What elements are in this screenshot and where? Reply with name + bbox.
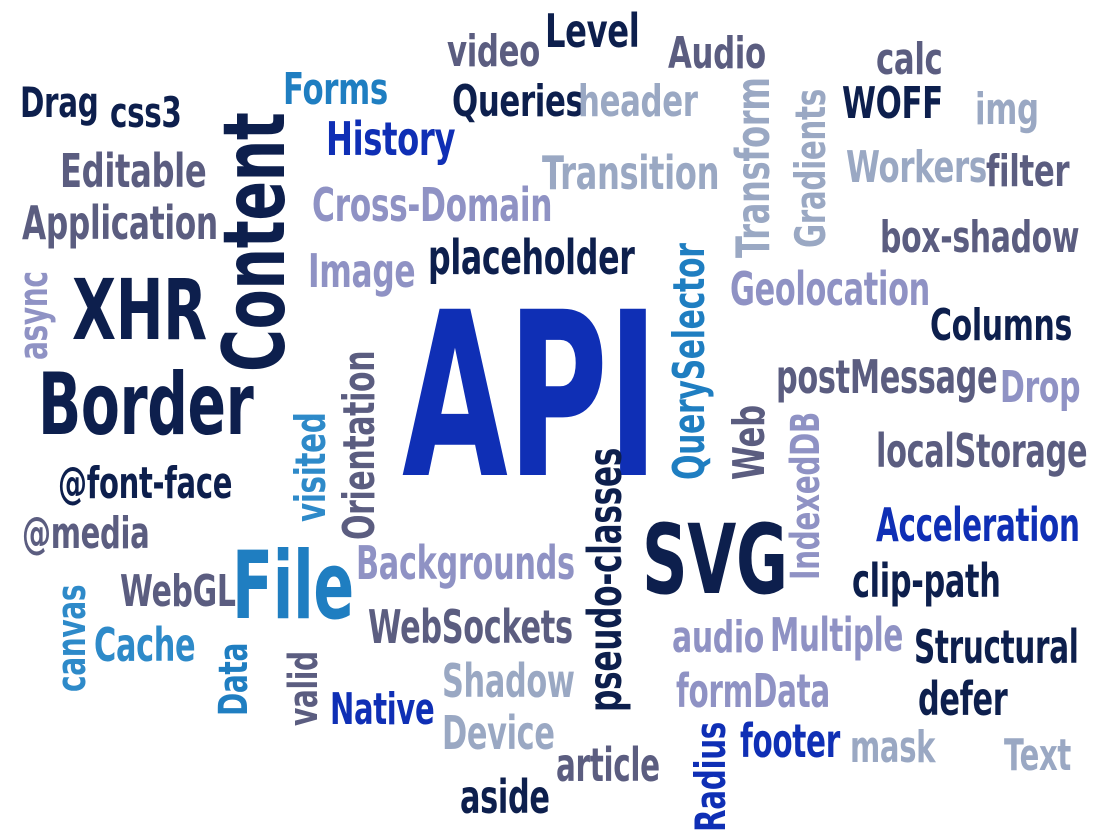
word-valid: valid <box>281 651 327 726</box>
word-transition: Transition <box>542 146 720 200</box>
word-filter: filter <box>986 146 1070 197</box>
word-audio-cap: Audio <box>668 28 766 79</box>
word-formdata: formData <box>676 664 830 718</box>
word-clip-path: clip-path <box>852 554 1001 608</box>
word-editable: Editable <box>60 144 207 198</box>
word-device: Device <box>442 706 555 760</box>
word-footer: footer <box>740 714 840 768</box>
word-gradients: Gradients <box>786 89 835 248</box>
word-acceleration: Acceleration <box>876 498 1080 552</box>
word-localstorage: localStorage <box>876 424 1088 478</box>
word-cross-domain: Cross-Domain <box>312 178 553 232</box>
word-columns: Columns <box>930 300 1072 351</box>
word-cache: Cache <box>94 618 196 672</box>
word-native: Native <box>330 684 435 735</box>
word-multiple: Multiple <box>770 608 904 662</box>
word-font-face: @font-face <box>58 458 233 509</box>
word-visited: visited <box>286 412 335 522</box>
word-transform: Transform <box>726 77 780 259</box>
word-css3: css3 <box>110 88 182 137</box>
word-orientation: Orientation <box>334 350 385 540</box>
word-xhr: XHR <box>72 261 207 359</box>
word-defer: defer <box>918 672 1008 726</box>
word-header: header <box>578 76 698 127</box>
word-api: API <box>402 263 659 529</box>
word-shadow: Shadow <box>442 654 575 708</box>
word-canvas: canvas <box>49 584 95 692</box>
word-forms: Forms <box>283 64 388 115</box>
word-async: async <box>11 271 57 360</box>
word-video: video <box>447 26 540 77</box>
word-data: Data <box>211 642 257 716</box>
word-queryselector: QuerySelector <box>664 243 715 480</box>
word-woff: WOFF <box>842 78 943 129</box>
word-svg: SVG <box>642 504 788 616</box>
word-box-shadow: box-shadow <box>880 212 1080 263</box>
word-image: Image <box>308 244 416 298</box>
word-drop: Drop <box>1000 362 1081 413</box>
word-application: Application <box>22 196 218 250</box>
word-mask: mask <box>850 722 936 773</box>
word-media: @media <box>22 508 150 559</box>
word-article: article <box>556 738 660 792</box>
word-calc: calc <box>876 34 943 85</box>
word-history: History <box>326 112 456 166</box>
word-workers: Workers <box>846 142 987 193</box>
word-aside: aside <box>460 770 550 824</box>
word-level: Level <box>545 4 640 58</box>
word-web: Web <box>724 405 775 480</box>
word-border: Border <box>38 355 254 455</box>
word-pseudo-classes: pseudo-classes <box>578 447 632 712</box>
word-audio: audio <box>672 612 765 663</box>
word-structural: Structural <box>914 620 1079 674</box>
word-file: File <box>232 532 354 641</box>
word-webgl: WebGL <box>120 566 236 617</box>
word-postmessage: postMessage <box>776 350 998 404</box>
word-websockets: WebSockets <box>368 600 573 654</box>
word-geolocation: Geolocation <box>730 262 930 316</box>
word-img: img <box>975 84 1039 135</box>
word-placeholder: placeholder <box>428 230 635 286</box>
word-indexeddb: IndexedDB <box>783 412 829 580</box>
word-drag: Drag <box>20 78 99 127</box>
word-backgrounds: Backgrounds <box>356 536 575 590</box>
word-text: Text <box>1004 730 1071 781</box>
word-queries: Queries <box>452 76 584 127</box>
word-content: Content <box>205 112 305 373</box>
word-radius: Radius <box>686 722 735 832</box>
